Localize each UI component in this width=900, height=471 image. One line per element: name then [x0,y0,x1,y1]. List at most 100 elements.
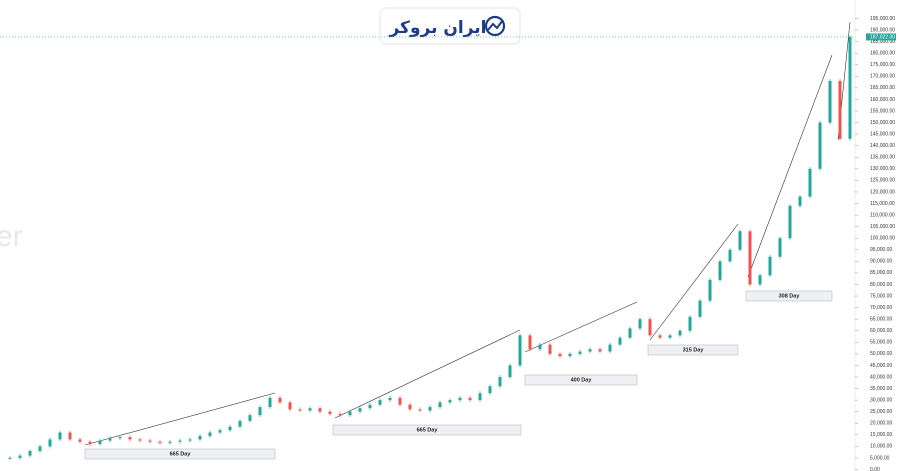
y-tick-label: 115,000.00 [870,201,895,207]
candle [348,411,352,416]
candle [668,335,672,338]
trend-line [649,223,739,341]
candle [98,440,102,445]
candle [648,319,652,336]
y-tick-label: 0.00 [870,467,880,471]
y-tick-label: 60,000.00 [870,328,892,334]
annotation-label: 315 Day [683,347,705,353]
y-tick-label: 105,000.00 [870,224,895,230]
candle [618,337,622,345]
candle [458,397,462,401]
y-tick-label: 150,000.00 [870,120,895,126]
y-tick-label: 195,000.00 [870,16,895,22]
candle [498,376,502,387]
candle [338,413,342,416]
candle [678,330,682,336]
y-tick-label: 20,000.00 [870,421,892,427]
candle [598,349,602,352]
candle [778,238,782,257]
candle [548,344,552,354]
candle [728,249,732,262]
last-price-label: 187,022.00 [870,34,895,40]
candle [368,404,372,409]
candle [188,439,192,441]
candle [38,446,42,451]
candle [158,441,162,443]
y-tick-label: 110,000.00 [870,212,895,218]
y-tick-label: 175,000.00 [870,62,895,68]
y-tick-label: 50,000.00 [870,351,892,357]
candle [108,438,112,441]
candle [308,408,312,411]
annotation: 400 Day [524,374,638,386]
y-tick-label: 95,000.00 [870,247,892,253]
candle [328,411,332,414]
y-tick-label: 120,000.00 [870,189,895,195]
candle [398,397,402,405]
candle [378,400,382,405]
candle [828,80,832,123]
y-tick-label: 65,000.00 [870,316,892,322]
trend-line [334,329,521,419]
candle [738,231,742,250]
y-tick-label: 155,000.00 [870,108,895,114]
candle [798,196,802,206]
candle [238,420,242,427]
y-tick-label: 170,000.00 [870,74,895,80]
y-tick-label: 185,000.00 [870,39,895,45]
y-tick-label: 10,000.00 [870,444,892,450]
candle [768,256,772,276]
annotation: 665 Day [332,424,522,436]
candle [588,349,592,352]
candle [638,319,642,329]
candle [488,386,492,394]
candle [228,426,232,431]
y-tick-label: 70,000.00 [870,305,892,311]
candle [438,402,442,408]
trend-line [84,392,276,446]
logo-icon [487,19,504,31]
candle [428,407,432,411]
candle [608,344,612,352]
y-tick-label: 100,000.00 [870,236,895,242]
annotation-label: 665 Day [417,427,439,433]
candle [18,455,22,458]
candle [578,351,582,354]
logo-text: ایران بروکر [388,18,486,38]
candle [408,404,412,410]
y-tick-label: 15,000.00 [870,432,892,438]
candle [468,397,472,401]
candle [558,353,562,357]
candle [658,335,662,338]
trend-lines [84,21,851,446]
y-tick-label: 190,000.00 [870,27,895,33]
y-tick-label: 140,000.00 [870,143,895,149]
candle [288,402,292,410]
candle [318,408,322,412]
candle [508,365,512,377]
candle [758,275,762,285]
candle [128,437,132,440]
candle [808,168,812,197]
y-tick-label: 145,000.00 [870,131,895,137]
y-tick-label: 90,000.00 [870,259,892,265]
candle [208,432,212,436]
candle [28,450,32,456]
candle [138,439,142,441]
y-tick-label: 135,000.00 [870,155,895,161]
candle [698,300,702,317]
annotation: 308 Day [745,290,833,302]
y-tick-label: 130,000.00 [870,166,895,172]
y-tick-label: 35,000.00 [870,386,892,392]
candle [708,279,712,301]
logo-box [379,7,521,45]
candle [168,441,172,443]
candle [818,122,822,169]
candle [358,408,362,412]
candle [628,328,632,338]
candle [88,441,92,445]
y-tick-label: 165,000.00 [870,85,895,91]
candle [718,261,722,280]
candle [198,435,202,440]
